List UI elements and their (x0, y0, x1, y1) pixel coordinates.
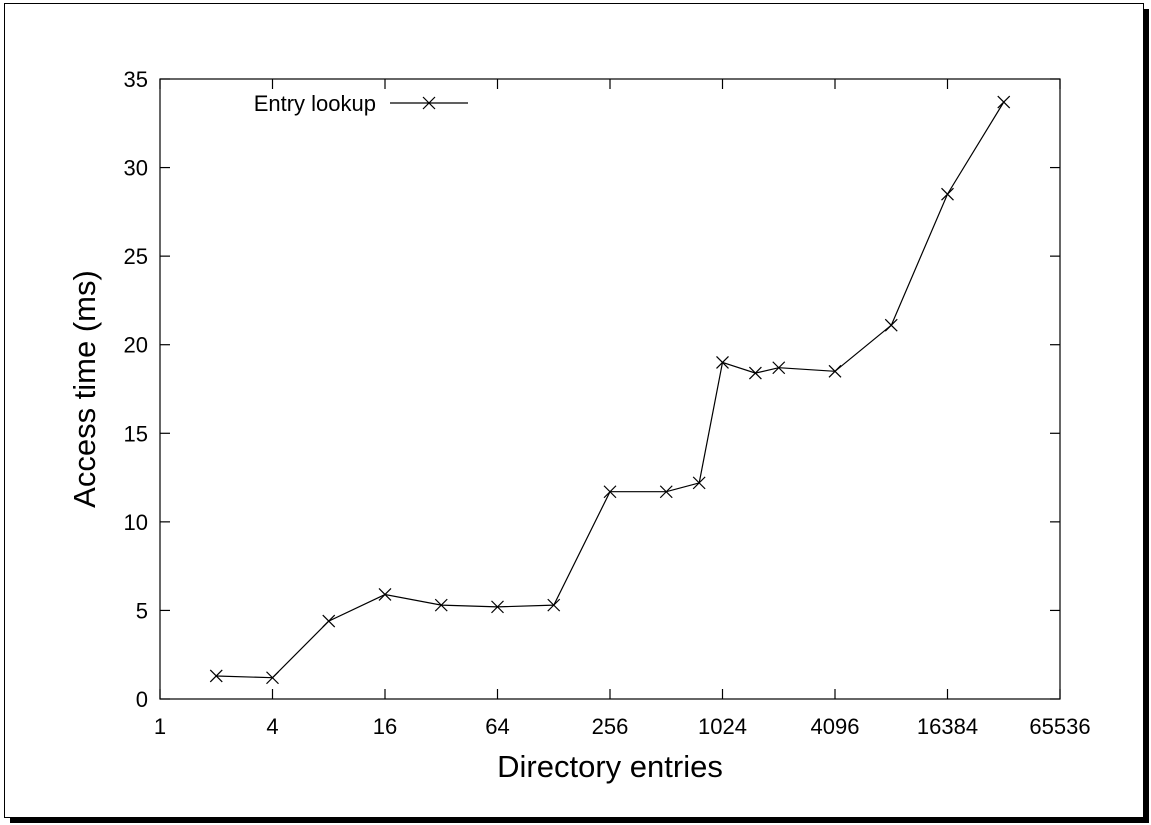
y-tick-label: 15 (124, 421, 148, 446)
x-axis: 1 4 16 64 256 1024 4096 16384 65536 (154, 79, 1091, 739)
data-point (378, 588, 392, 601)
y-tick-label: 35 (124, 67, 148, 92)
data-point (547, 598, 561, 612)
y-tick-label: 30 (124, 156, 148, 181)
marker-stroke (322, 614, 336, 628)
marker-stroke (716, 356, 729, 369)
marker-stroke (209, 669, 223, 683)
marker-stroke (547, 598, 561, 612)
x-tick-label: 1 (154, 714, 166, 739)
series-line (216, 101, 1005, 679)
marker-stroke (748, 366, 762, 380)
data-point (692, 476, 706, 490)
frame-shadow-right (1143, 9, 1149, 821)
legend-label: Entry lookup (254, 91, 376, 116)
data-point (941, 187, 954, 201)
data-point (434, 598, 448, 612)
marker-stroke (941, 187, 954, 201)
marker-stroke (659, 485, 673, 499)
x-tick-label: 65536 (1029, 714, 1090, 739)
data-point (716, 356, 729, 369)
marker-stroke (434, 598, 448, 612)
data-point (659, 485, 673, 499)
marker-stroke (603, 485, 617, 499)
marker-stroke (266, 671, 279, 685)
data-point (828, 364, 842, 378)
marker-stroke (772, 361, 786, 375)
x-tick-label: 4 (266, 714, 278, 739)
y-axis: 0 5 10 15 20 25 30 35 (124, 67, 1060, 712)
legend: Entry lookup (254, 91, 468, 116)
x-tick-label: 16 (373, 714, 397, 739)
data-point (603, 485, 617, 499)
x-tick-label: 16384 (917, 714, 978, 739)
y-tick-label: 25 (124, 244, 148, 269)
marker-stroke (378, 588, 392, 601)
y-tick-label: 10 (124, 510, 148, 535)
data-point (209, 669, 223, 683)
x-tick-label: 4096 (811, 714, 860, 739)
data-point (884, 318, 898, 332)
legend-marker (422, 96, 436, 110)
x-tick-label: 1024 (698, 714, 747, 739)
data-point (772, 361, 786, 375)
x-tick-label: 256 (592, 714, 629, 739)
series-layer (209, 95, 1011, 685)
frame-shadow-bottom (10, 817, 1149, 823)
y-tick-label: 5 (136, 598, 148, 623)
marker-stroke (491, 600, 504, 614)
y-tick-label: 20 (124, 333, 148, 358)
figure-frame (4, 3, 1144, 818)
data-point (997, 95, 1011, 109)
marker-stroke (828, 364, 842, 378)
y-axis-title: Access time (ms) (67, 270, 102, 508)
y-tick-label: 0 (136, 687, 148, 712)
data-point (266, 671, 279, 685)
data-point (322, 614, 336, 628)
data-point (491, 600, 504, 614)
marker-stroke (884, 318, 898, 332)
plot-area-border (159, 78, 1061, 700)
x-tick-label: 64 (485, 714, 509, 739)
marker-stroke (997, 95, 1011, 109)
marker-stroke (692, 476, 706, 490)
x-axis-title: Directory entries (497, 749, 723, 784)
data-point (748, 366, 762, 380)
